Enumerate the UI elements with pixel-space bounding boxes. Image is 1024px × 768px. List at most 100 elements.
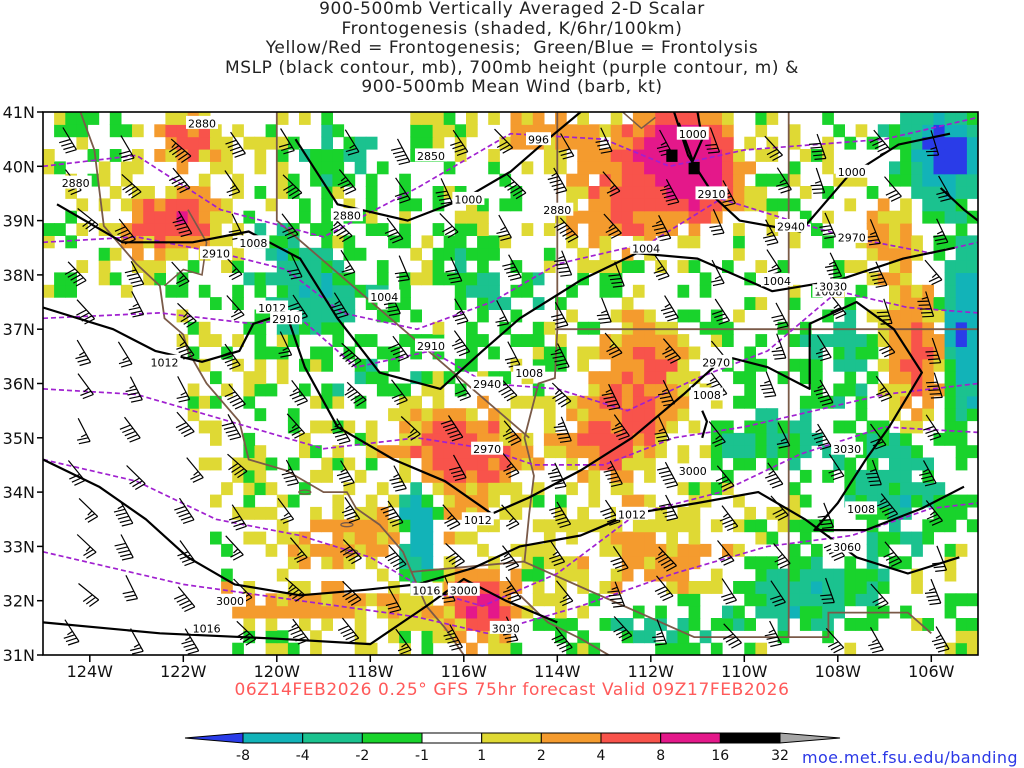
frontogenesis-cell <box>154 198 166 212</box>
frontogenesis-cell <box>365 358 378 372</box>
lat-tick-label: 39N <box>3 212 35 231</box>
frontogenesis-cell <box>488 568 500 582</box>
frontogenesis-cell <box>900 272 912 286</box>
frontogenesis-cell <box>399 618 411 631</box>
frontogenesis-cell <box>443 457 456 471</box>
height-label-bg <box>831 441 864 455</box>
frontogenesis-cell <box>710 642 723 655</box>
frontogenesis-cell <box>666 556 678 570</box>
frontogenesis-cell <box>722 420 734 434</box>
frontogenesis-cell <box>532 334 545 347</box>
wind-barb <box>336 460 355 487</box>
frontogenesis-cell <box>744 136 756 150</box>
frontogenesis-cell <box>610 618 623 631</box>
frontogenesis-cell <box>432 482 445 496</box>
frontogenesis-cell <box>655 420 667 434</box>
frontogenesis-cell <box>788 457 801 471</box>
frontogenesis-cell <box>243 531 256 545</box>
frontogenesis-cell <box>688 309 701 323</box>
wind-barb <box>819 212 837 239</box>
frontogenesis-cell <box>243 494 256 508</box>
frontogenesis-cell <box>577 469 589 483</box>
frontogenesis-cell <box>855 593 868 607</box>
frontogenesis-cell <box>944 198 957 212</box>
frontogenesis-cell <box>321 124 333 138</box>
frontogenesis-cell <box>65 186 77 199</box>
frontogenesis-cell <box>287 173 300 187</box>
frontogenesis-cell <box>599 210 612 224</box>
forecast-run-label: 06Z14FEB2026 0.25° GFS 75hr forecast Val… <box>234 680 790 700</box>
frontogenesis-cell <box>877 247 890 261</box>
frontogenesis-cell <box>833 383 845 397</box>
wind-barb <box>925 130 940 157</box>
frontogenesis-cell <box>811 543 823 557</box>
frontogenesis-cell <box>588 223 601 236</box>
frontogenesis-cell <box>588 136 601 150</box>
wind-barb <box>924 578 942 606</box>
frontogenesis-cell <box>844 334 857 347</box>
frontogenesis-cell <box>399 173 411 187</box>
frontogenesis-cell <box>510 581 523 594</box>
frontogenesis-cell <box>276 494 289 508</box>
frontogenesis-cell <box>421 445 434 459</box>
frontogenesis-cell <box>799 186 812 199</box>
wind-barb <box>176 376 191 403</box>
wind-barb <box>278 331 293 358</box>
frontogenesis-cell <box>566 136 578 150</box>
frontogenesis-cell <box>844 556 857 570</box>
colorbar-segment <box>481 732 542 744</box>
wind-barb <box>128 291 145 318</box>
frontogenesis-cell <box>733 432 745 446</box>
frontogenesis-cell <box>432 432 445 446</box>
wind-barb <box>445 257 463 284</box>
frontogenesis-cell <box>388 494 400 508</box>
frontogenesis-cell <box>632 334 645 347</box>
source-credit-link[interactable]: moe.met.fsu.edu/banding <box>801 748 1018 767</box>
frontogenesis-cell <box>900 420 912 434</box>
frontogenesis-cell <box>332 284 345 298</box>
frontogenesis-cell <box>421 371 434 385</box>
frontogenesis-cell <box>443 630 456 644</box>
frontogenesis-cell <box>699 321 712 335</box>
frontogenesis-cell <box>889 395 901 409</box>
wind-barb <box>770 495 789 521</box>
frontogenesis-cell <box>889 408 901 422</box>
frontogenesis-cell <box>644 568 656 582</box>
frontogenesis-cell <box>577 210 589 224</box>
frontogenesis-cell <box>766 136 779 150</box>
frontogenesis-cell <box>799 581 812 594</box>
wind-barb <box>654 415 670 442</box>
frontogenesis-cell <box>210 494 222 508</box>
frontogenesis-cell <box>822 136 834 150</box>
lat-tick-label: 32N <box>3 592 35 611</box>
frontogenesis-cell <box>577 420 589 434</box>
frontogenesis-cell <box>944 260 957 273</box>
frontogenesis-cell <box>421 605 434 619</box>
frontogenesis-cell <box>944 321 957 335</box>
frontogenesis-cell <box>644 383 656 397</box>
frontogenesis-cell <box>376 223 389 236</box>
frontogenesis-cell <box>966 284 978 298</box>
wind-barb <box>919 460 937 487</box>
wind-barb <box>76 299 96 325</box>
frontogenesis-cell <box>866 469 879 483</box>
frontogenesis-shading <box>43 112 978 655</box>
frontogenesis-cell <box>243 371 256 385</box>
frontogenesis-cell <box>276 358 289 372</box>
frontogenesis-cell <box>443 605 456 619</box>
frontogenesis-cell <box>321 223 333 236</box>
frontogenesis-cell <box>265 642 278 655</box>
frontogenesis-cell <box>466 457 478 471</box>
lon-tick-label: 124W <box>67 662 114 681</box>
frontogenesis-cell <box>755 112 768 125</box>
frontogenesis-cell <box>889 482 901 496</box>
frontogenesis-cell <box>510 395 523 409</box>
frontogenesis-cell <box>410 618 422 631</box>
frontogenesis-cell <box>889 284 901 298</box>
frontogenesis-cell <box>365 223 378 236</box>
frontogenesis-cell <box>621 445 634 459</box>
frontogenesis-cell <box>265 506 278 520</box>
frontogenesis-cell <box>588 321 601 335</box>
frontogenesis-cell <box>588 161 601 175</box>
frontogenesis-cell <box>321 358 333 372</box>
